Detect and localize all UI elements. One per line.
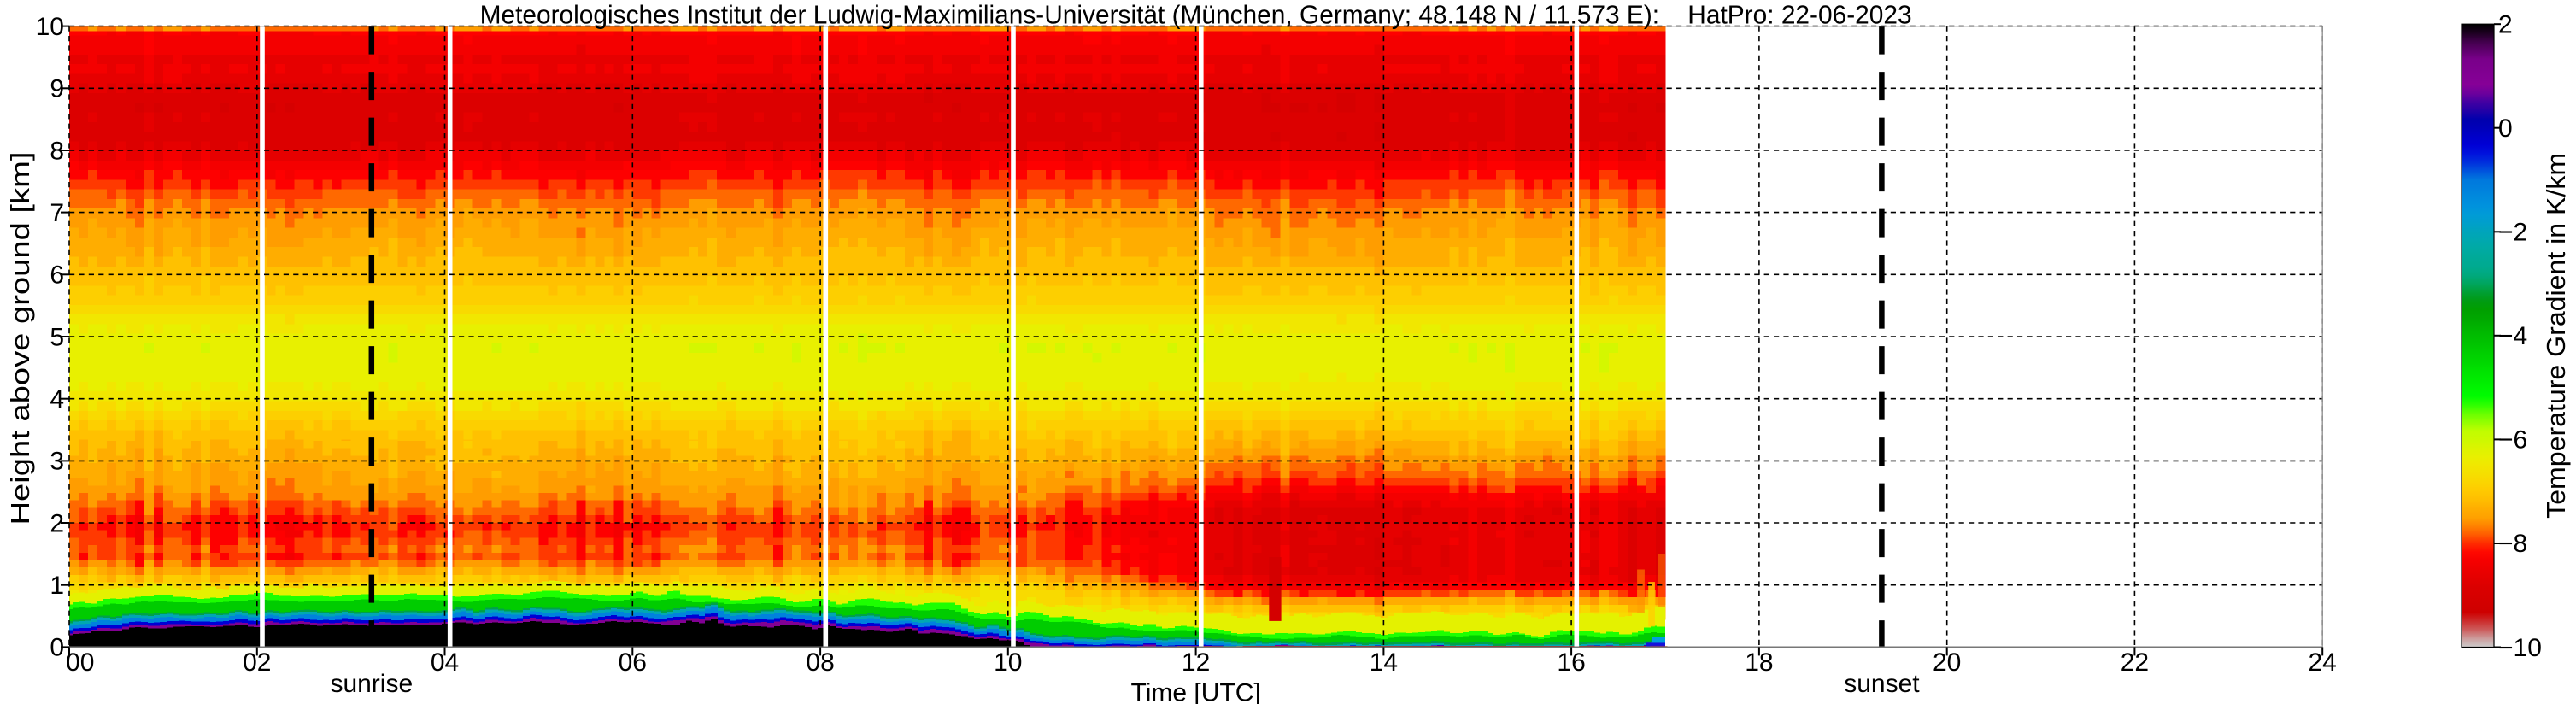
svg-text:6: 6 — [50, 261, 64, 290]
svg-text:08: 08 — [806, 648, 834, 677]
svg-text:Height above ground [km]: Height above ground [km] — [5, 152, 35, 525]
svg-text:8: 8 — [50, 137, 64, 165]
svg-text:1: 1 — [50, 572, 64, 600]
svg-text:14: 14 — [1370, 648, 1398, 677]
svg-text:−2: −2 — [2498, 219, 2527, 247]
svg-text:02: 02 — [243, 648, 271, 677]
svg-text:0: 0 — [50, 634, 64, 662]
svg-text:−8: −8 — [2498, 530, 2527, 558]
svg-text:24: 24 — [2309, 648, 2337, 677]
svg-text:22: 22 — [2121, 648, 2149, 677]
svg-text:7: 7 — [50, 199, 64, 227]
svg-text:06: 06 — [619, 648, 647, 677]
svg-text:−4: −4 — [2498, 322, 2527, 350]
svg-text:2: 2 — [2498, 11, 2513, 39]
svg-text:2: 2 — [50, 509, 64, 537]
svg-text:3: 3 — [50, 448, 64, 476]
svg-text:5: 5 — [50, 323, 64, 351]
svg-text:18: 18 — [1745, 648, 1773, 677]
svg-text:00: 00 — [66, 648, 94, 677]
svg-text:Temperature Gradient in K/km: Temperature Gradient in K/km — [2541, 153, 2571, 519]
svg-text:−10: −10 — [2498, 634, 2542, 662]
svg-text:10: 10 — [36, 13, 64, 41]
svg-text:Time [UTC]: Time [UTC] — [1130, 679, 1260, 704]
svg-text:10: 10 — [994, 648, 1022, 677]
svg-text:9: 9 — [50, 75, 64, 103]
svg-text:sunset: sunset — [1844, 670, 1920, 698]
svg-text:0: 0 — [2498, 114, 2513, 143]
svg-text:sunrise: sunrise — [330, 670, 413, 698]
svg-text:20: 20 — [1933, 648, 1961, 677]
svg-text:4: 4 — [50, 385, 64, 414]
svg-text:16: 16 — [1557, 648, 1585, 677]
svg-text:Meteorologisches Institut der: Meteorologisches Institut der Ludwig-Max… — [480, 2, 1912, 30]
svg-text:04: 04 — [431, 648, 459, 677]
svg-text:−6: −6 — [2498, 426, 2527, 455]
svg-text:12: 12 — [1182, 648, 1210, 677]
